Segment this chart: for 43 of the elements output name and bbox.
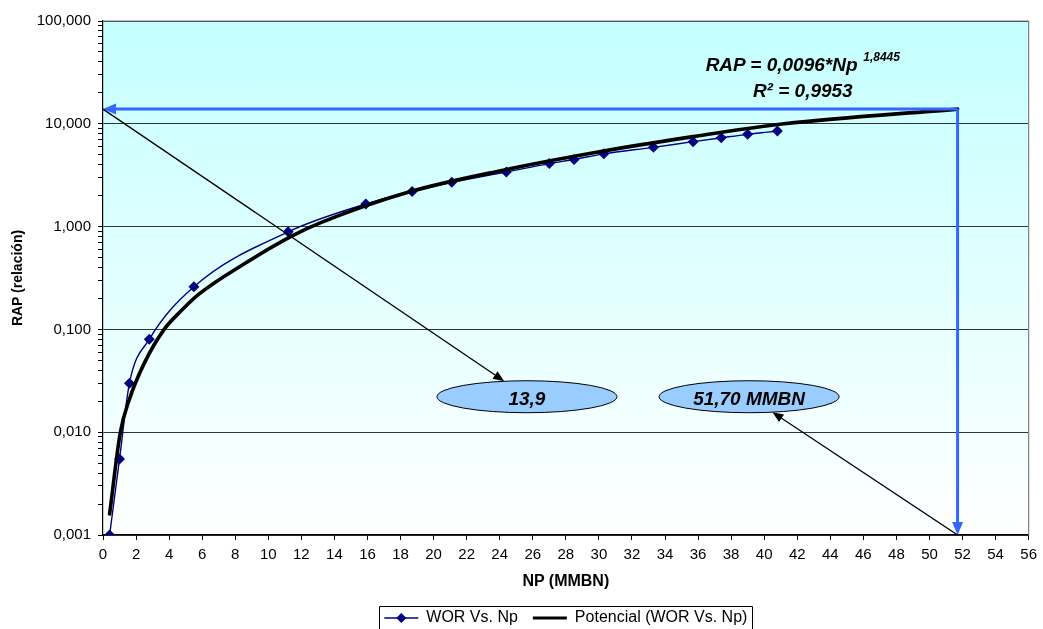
x-tick-label: 32 bbox=[623, 545, 641, 563]
y-tick-label: 0,001 bbox=[53, 525, 91, 543]
x-tick-label: 18 bbox=[392, 545, 409, 563]
y-tick-label: 10,000 bbox=[45, 113, 91, 131]
x-tick-label: 0 bbox=[98, 545, 108, 563]
x-tick-label: 52 bbox=[954, 545, 971, 563]
x-tick-label: 22 bbox=[458, 545, 475, 563]
x-tick-label: 2 bbox=[131, 545, 141, 563]
x-tick-label: 36 bbox=[689, 545, 707, 563]
x-tick-label: 46 bbox=[855, 545, 872, 563]
x-tick-label: 10 bbox=[259, 545, 277, 563]
x-tick-label: 12 bbox=[293, 545, 310, 563]
x-tick-label: 16 bbox=[359, 545, 376, 563]
annotation: R² = 0,9953 bbox=[752, 79, 854, 101]
x-tick-label: 40 bbox=[755, 545, 773, 563]
x-tick-label: 14 bbox=[326, 545, 343, 563]
x-tick-label: 56 bbox=[1020, 545, 1037, 563]
x-tick-label: 4 bbox=[164, 545, 174, 563]
annotation: RAP = 0,0096*Np$^{1,8445}$ bbox=[705, 50, 901, 75]
x-tick-label: 20 bbox=[425, 545, 442, 563]
legend-label: WOR Vs. Np bbox=[426, 608, 518, 626]
annotation: 13,9 bbox=[508, 387, 546, 409]
x-tick-label: 34 bbox=[656, 545, 674, 563]
y-tick-label: 100,000 bbox=[36, 11, 91, 29]
x-tick-label: 50 bbox=[921, 545, 938, 563]
legend-label: Potencial (WOR Vs. Np) bbox=[574, 608, 748, 626]
y-axis-title: RAP (relación) bbox=[9, 229, 26, 327]
x-tick-label: 42 bbox=[788, 545, 806, 563]
x-tick-label: 6 bbox=[198, 545, 207, 563]
x-tick-label: 28 bbox=[557, 545, 575, 563]
x-tick-label: 48 bbox=[888, 545, 905, 563]
x-tick-label: 24 bbox=[491, 545, 509, 563]
x-tick-label: 8 bbox=[231, 545, 240, 563]
x-tick-label: 44 bbox=[821, 545, 839, 563]
x-axis-title: NP (MMBN) bbox=[522, 571, 610, 589]
x-tick-label: 38 bbox=[722, 545, 740, 563]
y-tick-label: 0,100 bbox=[53, 319, 91, 337]
x-tick-label: 30 bbox=[590, 545, 608, 563]
annotation: 51,70 MMBN bbox=[693, 387, 807, 409]
x-tick-label: 26 bbox=[524, 545, 542, 563]
x-tick-label: 54 bbox=[987, 545, 1004, 563]
y-tick-label: 0,010 bbox=[53, 422, 91, 440]
y-tick-label: 1,000 bbox=[53, 216, 91, 234]
